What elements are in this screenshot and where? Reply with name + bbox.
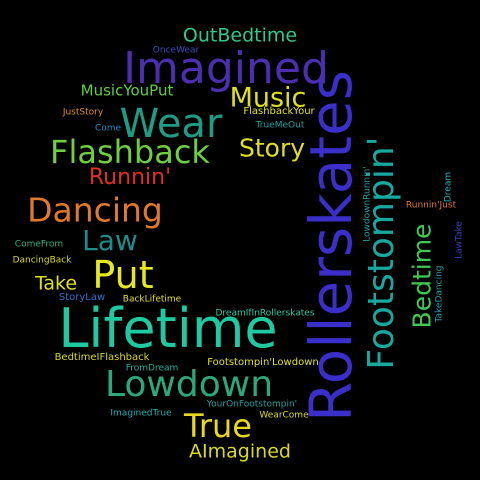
word-fromdream: FromDream <box>125 363 179 374</box>
word-storylaw: StoryLaw <box>58 292 106 303</box>
word-wearcome: WearCome <box>259 410 309 421</box>
word-imaginedtrue: ImaginedTrue <box>110 408 172 419</box>
word-lifetime: Lifetime <box>58 297 278 360</box>
word-rollerskates: Rollerskates <box>297 70 365 422</box>
word-flashback: Flashback <box>50 133 210 171</box>
word-backlifetime: BackLifetime <box>122 294 182 305</box>
word-musicyouput: MusicYouPut <box>80 81 174 100</box>
word-dreamifinrollerskates: DreamIfInRollerskates <box>215 308 315 319</box>
word-lowdownrunnin: LowdownRunnin' <box>362 166 373 242</box>
word-flashbackyour: FlashbackYour <box>243 106 315 117</box>
word-footstompinlowdown: Footstompin'Lowdown <box>207 357 319 368</box>
word-runninjust: Runnin'Just <box>405 200 457 211</box>
word-true: True <box>184 407 252 445</box>
word-lowdown: Lowdown <box>104 364 274 405</box>
word-outbedtime: OutBedtime <box>182 24 298 47</box>
word-dancingback: DancingBack <box>12 255 72 266</box>
word-come: Come <box>94 123 122 134</box>
word-dream: Dream <box>443 171 454 203</box>
word-aimagined: AImagined <box>189 440 291 463</box>
word-law: Law <box>82 224 138 257</box>
word-youronfootstompin: YourOnFootstompin' <box>206 399 298 410</box>
word-bedtime: Bedtime <box>407 223 437 329</box>
word-comefrom: ComeFrom <box>14 239 64 250</box>
word-oncewear: OnceWear <box>152 45 200 56</box>
word-music: Music <box>229 82 307 114</box>
word-put: Put <box>92 253 154 297</box>
word-runnin: Runnin' <box>88 165 172 190</box>
word-takedancing: TakeDancing <box>434 265 445 323</box>
word-truemeout: TrueMeOut <box>255 120 305 131</box>
word-imagined: Imagined <box>123 43 329 94</box>
word-juststory: JustStory <box>62 107 104 118</box>
word-lawtake: LawTake <box>454 221 465 259</box>
word-dancing: Dancing <box>27 190 163 230</box>
word-take: Take <box>34 272 78 295</box>
word-wear: Wear <box>119 101 223 147</box>
word-bedtimeiflashback: BedtimeIFlashback <box>54 352 150 363</box>
word-story: Story <box>238 133 306 163</box>
